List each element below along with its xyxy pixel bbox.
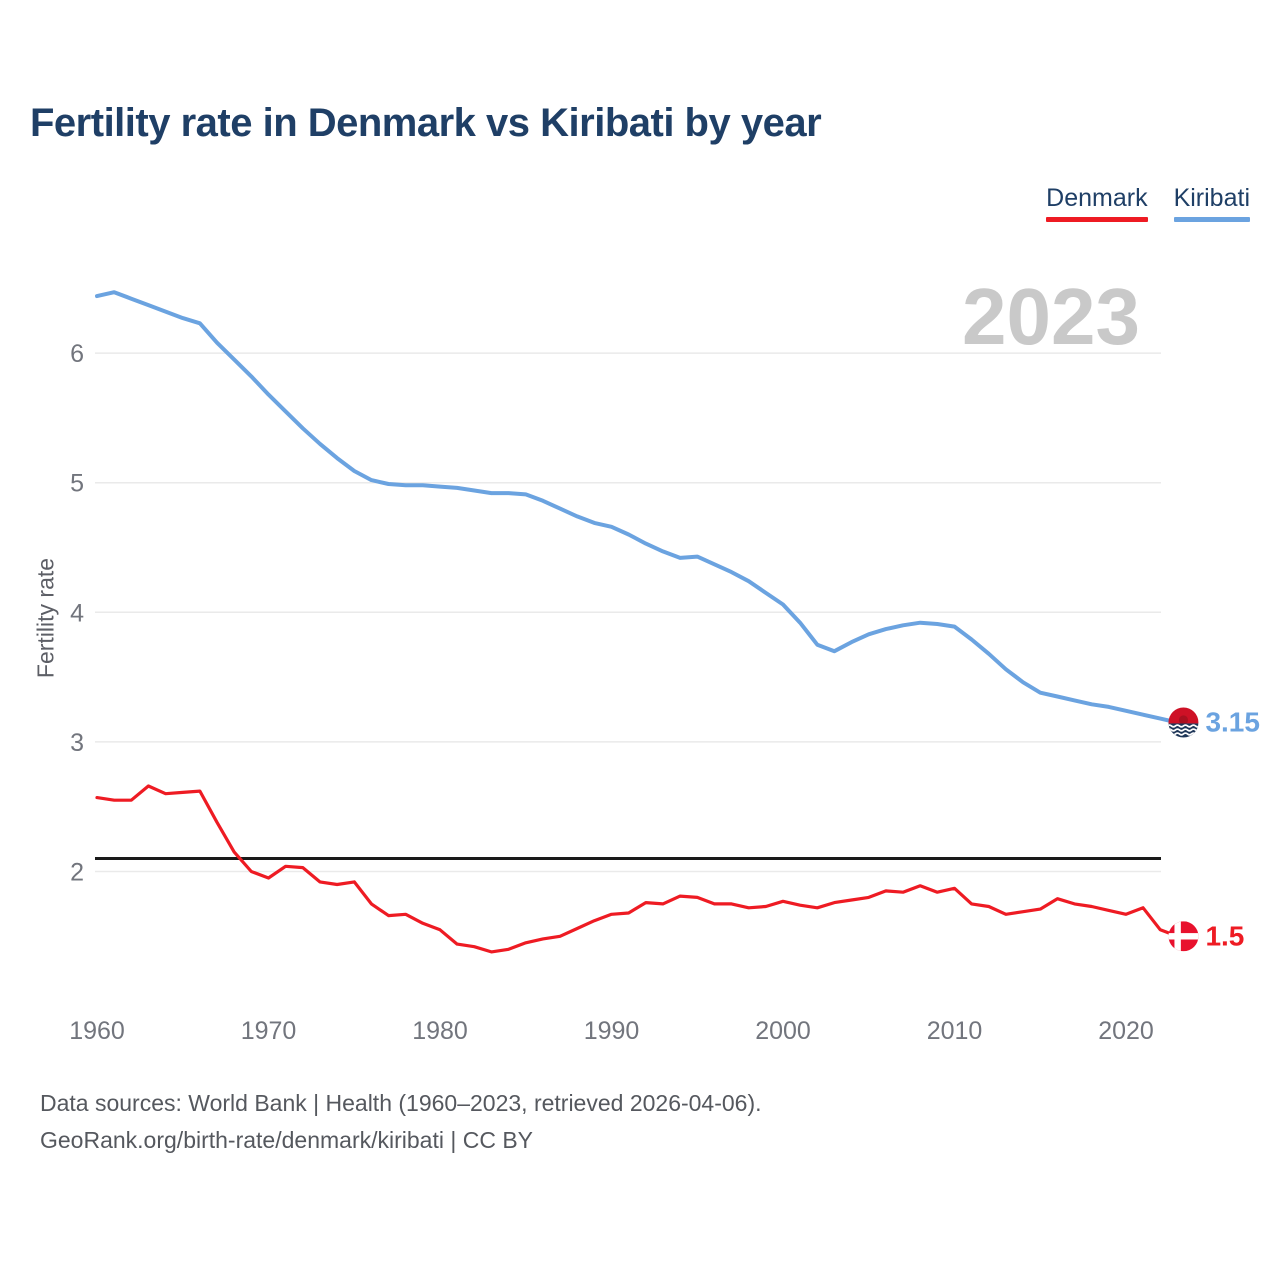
denmark-series-line <box>95 784 1180 954</box>
year-watermark: 2023 <box>962 272 1140 361</box>
y-tick-3: 3 <box>70 729 84 757</box>
x-tick-1970: 1970 <box>241 1017 297 1045</box>
y-tick-2: 2 <box>70 859 84 887</box>
footer-line-1: Data sources: World Bank | Health (1960–… <box>40 1090 762 1116</box>
y-axis-tick-labels: 2 3 4 5 6 <box>70 340 84 886</box>
x-tick-1960: 1960 <box>69 1017 125 1045</box>
x-tick-1980: 1980 <box>412 1017 468 1045</box>
x-axis-tick-labels: 1960 1970 1980 1990 2000 2010 2020 <box>69 1017 1154 1045</box>
y-tick-5: 5 <box>70 470 84 498</box>
legend-label-kiribati: Kiribati <box>1173 184 1250 212</box>
x-tick-2020: 2020 <box>1098 1017 1154 1045</box>
denmark-end-value-label: 1.5 <box>1205 920 1244 951</box>
legend: Denmark Kiribati <box>1046 184 1250 222</box>
legend-label-denmark: Denmark <box>1046 184 1148 212</box>
footer: Data sources: World Bank | Health (1960–… <box>40 1085 762 1159</box>
kiribati-flag-icon <box>1168 707 1199 738</box>
y-axis-title: Fertility rate <box>32 557 59 679</box>
denmark-flag-icon <box>1168 921 1199 952</box>
legend-item-denmark[interactable]: Denmark <box>1046 184 1148 222</box>
legend-item-kiribati[interactable]: Kiribati <box>1173 184 1250 222</box>
kiribati-series-line <box>95 290 1180 725</box>
legend-underline-kiribati <box>1173 217 1250 222</box>
footer-line-2: GeoRank.org/birth-rate/denmark/kiribati … <box>40 1127 533 1153</box>
x-tick-2000: 2000 <box>755 1017 811 1045</box>
y-tick-6: 6 <box>70 340 84 368</box>
kiribati-end-value-label: 3.15 <box>1205 706 1260 737</box>
x-tick-1990: 1990 <box>584 1017 640 1045</box>
y-tick-4: 4 <box>70 599 84 627</box>
page-title: Fertility rate in Denmark vs Kiribati by… <box>30 101 822 145</box>
gridlines <box>95 352 1161 873</box>
legend-underline-denmark <box>1046 217 1148 222</box>
x-tick-2010: 2010 <box>927 1017 983 1045</box>
